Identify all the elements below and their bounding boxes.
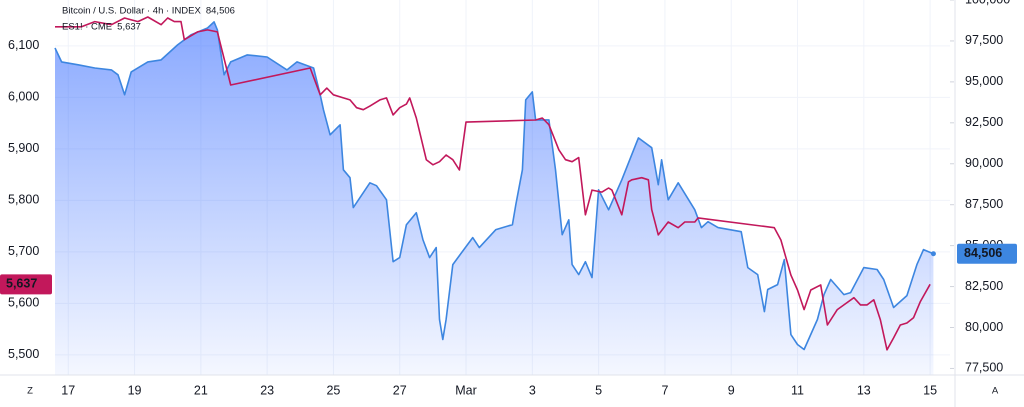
x-tick-label: 25	[326, 383, 340, 397]
x-tick-label: 11	[791, 383, 804, 397]
x-tick-label: 19	[128, 383, 142, 397]
y-tick-label: 5,600	[8, 296, 39, 310]
last-value-label: 84,506	[964, 246, 1002, 260]
x-tick-label: 3	[529, 383, 536, 397]
y-tick-label: 5,500	[8, 347, 39, 361]
x-tick-label: 9	[728, 383, 735, 397]
y-tick-label: 5,900	[8, 141, 39, 155]
area-fill	[55, 21, 934, 376]
y2-tick-label: 80,000	[965, 320, 1003, 334]
plot	[54, 16, 936, 376]
y2-tick-label: 92,500	[965, 115, 1003, 129]
y2-tick-label: 90,000	[965, 156, 1003, 170]
y2-tick-label: 87,500	[965, 197, 1003, 211]
y-tick-label: 5,800	[8, 193, 39, 207]
last-value-label: 5,637	[6, 277, 37, 291]
y-tick-label: 6,000	[8, 90, 39, 104]
x-tick-label: 21	[194, 383, 208, 397]
y2-tick-label: 82,500	[965, 279, 1003, 293]
last-value-badge	[957, 243, 1017, 264]
x-tick-label: 23	[260, 383, 274, 397]
series-line	[54, 21, 934, 351]
x-tick-label: 27	[393, 383, 407, 397]
x-tick-label: 7	[661, 383, 668, 397]
last-point	[930, 251, 936, 257]
y2-tick-label: 95,000	[965, 74, 1003, 88]
y2-tick-label: 77,500	[965, 361, 1003, 375]
x-tick-label: 15	[923, 383, 937, 397]
legend-value: 84,506	[206, 6, 235, 17]
y2-tick-label: 100,000	[965, 0, 1010, 6]
legend-name: Bitcoin / U.S. Dollar · 4h · INDEX	[62, 6, 202, 17]
legend-value: 5,637	[117, 22, 141, 33]
legend-name: ES1! · CME	[62, 22, 112, 33]
y-tick-label: 6,100	[8, 38, 39, 52]
series-line	[55, 16, 931, 351]
x-tick-label: 13	[857, 383, 871, 397]
corner-label: Z	[27, 386, 33, 397]
x-tick-label: 17	[61, 383, 75, 397]
y2-tick-label: 97,500	[965, 33, 1003, 47]
x-tick-label: 5	[595, 383, 602, 397]
y-tick-label: 5,700	[8, 244, 39, 258]
x-tick-label: Mar	[455, 383, 477, 397]
last-value-badge	[0, 274, 52, 295]
corner-label: A	[992, 386, 999, 397]
